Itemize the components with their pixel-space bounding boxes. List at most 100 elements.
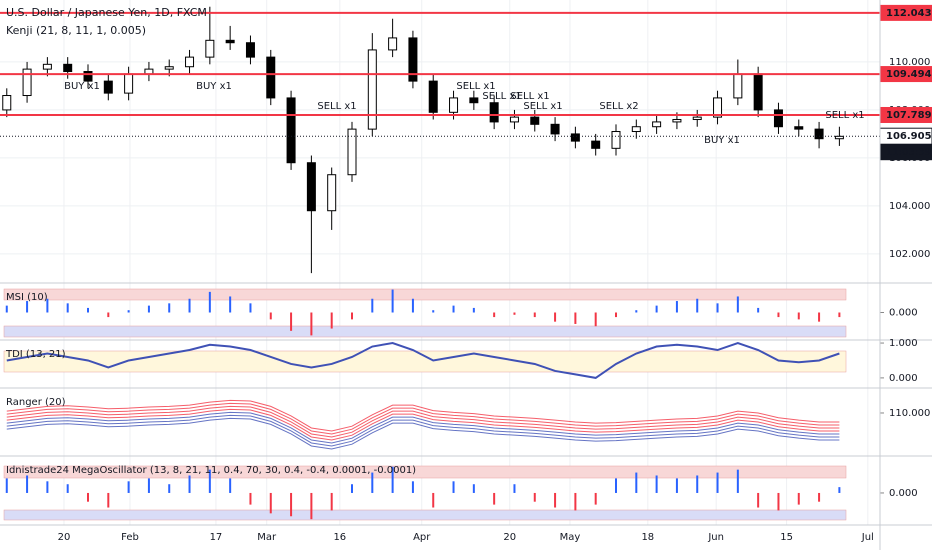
pane-title: Ranger (20) bbox=[6, 397, 66, 408]
candle-body bbox=[570, 133, 580, 142]
zone-band bbox=[3, 288, 847, 301]
x-tick-label: Mar bbox=[257, 532, 277, 543]
x-tick-label: 18 bbox=[641, 532, 654, 543]
histogram-bar bbox=[26, 301, 29, 313]
histogram-bar bbox=[147, 305, 150, 313]
histogram-bar bbox=[513, 312, 516, 315]
histogram-bar bbox=[594, 492, 597, 505]
last-price-label: 106.905 bbox=[886, 131, 932, 142]
x-tick-label: 20 bbox=[58, 532, 71, 543]
ranger-line bbox=[6, 399, 840, 432]
pane-title: MSI (10) bbox=[6, 292, 48, 303]
histogram-bar bbox=[107, 492, 110, 508]
histogram-bar bbox=[269, 312, 272, 320]
histogram-bar bbox=[5, 478, 8, 493]
histogram-bar bbox=[615, 312, 617, 318]
histogram-bar bbox=[147, 478, 150, 493]
y-tick-label: 110.000 bbox=[889, 408, 930, 419]
candle-body bbox=[428, 80, 438, 113]
histogram-bar bbox=[249, 303, 252, 313]
y-tick-label: 102.000 bbox=[889, 249, 930, 260]
histogram-bar bbox=[371, 472, 374, 493]
candle-body bbox=[794, 126, 804, 130]
histogram-bar bbox=[452, 305, 455, 313]
histogram-bar bbox=[66, 484, 69, 493]
histogram-bar bbox=[411, 481, 414, 493]
histogram-bar bbox=[290, 312, 293, 331]
histogram-bar bbox=[127, 310, 130, 313]
candle-body bbox=[489, 102, 499, 123]
x-tick-label: 16 bbox=[333, 532, 346, 543]
price-tag-label: 107.789 bbox=[886, 110, 932, 121]
histogram-bar bbox=[26, 475, 29, 493]
y-tick-label: 110.000 bbox=[889, 57, 930, 68]
histogram-bar bbox=[290, 492, 293, 517]
histogram-bar bbox=[188, 475, 191, 493]
candle-body bbox=[469, 97, 479, 104]
signal-label: BUY x1 bbox=[196, 81, 232, 92]
histogram-bar bbox=[797, 492, 800, 505]
histogram-bar bbox=[107, 312, 110, 318]
candle-body bbox=[185, 56, 195, 68]
x-tick-label: Jun bbox=[707, 532, 724, 543]
countdown-tag bbox=[880, 144, 932, 161]
histogram-bar bbox=[716, 303, 719, 313]
histogram-bar bbox=[716, 472, 719, 493]
histogram-bar bbox=[757, 492, 760, 508]
candle-body bbox=[611, 131, 621, 149]
histogram-bar bbox=[46, 481, 49, 493]
histogram-bar bbox=[838, 312, 841, 318]
ranger-line bbox=[6, 414, 840, 447]
candle-body bbox=[692, 116, 702, 121]
signal-label: SELL x1 bbox=[317, 101, 356, 112]
ranger-line bbox=[6, 417, 840, 450]
histogram-bar bbox=[777, 492, 780, 511]
price-tag-label: 112.043 bbox=[886, 8, 932, 19]
pane-title: Idnistrade24 MegaOscillator (13, 8, 21, … bbox=[6, 465, 416, 476]
histogram-bar bbox=[127, 481, 130, 493]
histogram-bar bbox=[87, 492, 89, 502]
indicator-line bbox=[6, 341, 840, 379]
signal-label: SELL x2 bbox=[599, 101, 638, 112]
candle-body bbox=[205, 39, 215, 58]
histogram-bar bbox=[269, 492, 272, 514]
y-tick-label: 0.000 bbox=[889, 308, 918, 319]
candle-body bbox=[286, 97, 296, 164]
candle-body bbox=[530, 116, 540, 125]
histogram-bar bbox=[736, 469, 739, 493]
histogram-bar bbox=[757, 307, 760, 313]
price-tag bbox=[880, 106, 932, 123]
x-tick-label: 20 bbox=[503, 532, 516, 543]
histogram-bar bbox=[5, 305, 8, 313]
x-tick-label: Apr bbox=[413, 532, 431, 543]
candle-body bbox=[164, 66, 174, 70]
ranger-line bbox=[6, 411, 840, 444]
histogram-bar bbox=[615, 478, 617, 493]
histogram-bar bbox=[330, 492, 333, 511]
histogram-bar bbox=[655, 305, 658, 313]
x-tick-label: Jul bbox=[861, 532, 874, 543]
histogram-bar bbox=[66, 303, 69, 313]
candle-body bbox=[245, 42, 255, 58]
histogram-bar bbox=[574, 492, 577, 511]
countdown-label: 11:03:39 bbox=[886, 147, 931, 158]
histogram-bar bbox=[554, 312, 557, 322]
histogram-bar bbox=[46, 298, 49, 313]
histogram-bar bbox=[736, 296, 739, 313]
signal-label: SELL x1 bbox=[523, 101, 562, 112]
signal-label: SELL x1 bbox=[825, 110, 864, 121]
histogram-bar bbox=[249, 492, 252, 505]
candle-body bbox=[103, 80, 113, 94]
candle-body bbox=[306, 162, 316, 212]
histogram-bar bbox=[330, 312, 333, 329]
candle-body bbox=[2, 95, 12, 111]
histogram-bar bbox=[797, 312, 800, 320]
y-tick-label: 104.000 bbox=[889, 201, 930, 212]
candle-body bbox=[63, 63, 73, 73]
zone-band bbox=[3, 509, 847, 521]
candle-body bbox=[388, 37, 398, 51]
histogram-bar bbox=[188, 298, 191, 313]
histogram-bar bbox=[655, 475, 658, 493]
histogram-bar bbox=[818, 492, 821, 502]
